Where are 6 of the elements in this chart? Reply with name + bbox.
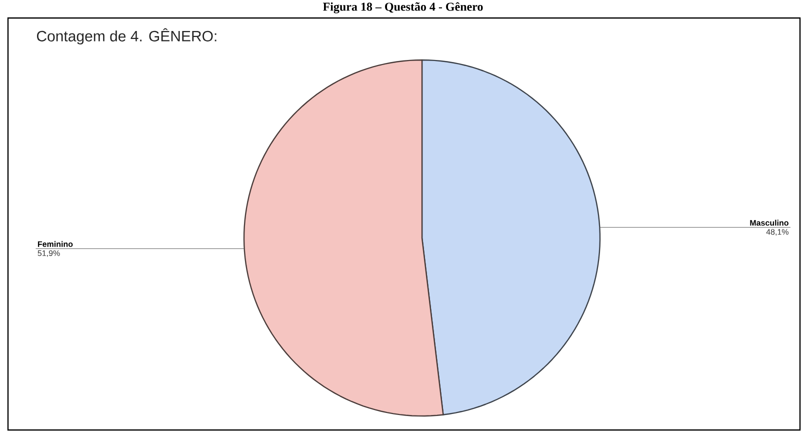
slice-label: Feminino: [38, 241, 73, 247]
data-label: 51,9%: [38, 250, 60, 257]
data-label: 48,1%: [766, 229, 788, 236]
slice-label: Masculino: [750, 220, 788, 226]
chart-title: Figura 18 – Questão 4 - Gênero: [322, 2, 483, 14]
chart-subtitle: Contagem de 4. GÊNERO:: [36, 28, 216, 44]
